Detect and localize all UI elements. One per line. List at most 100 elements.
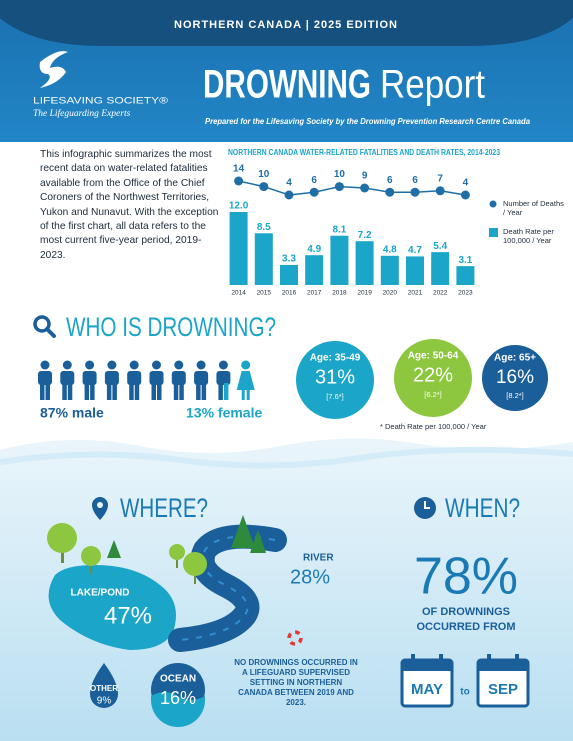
location-share: 16% bbox=[160, 688, 196, 708]
x-tick-label: 2019 bbox=[357, 290, 372, 297]
bar-label: 5.4 bbox=[433, 241, 447, 252]
age-rate: [8.2*] bbox=[506, 391, 524, 400]
trees bbox=[47, 515, 266, 584]
edition: NORTHERN CANADA | 2025 EDITION bbox=[174, 19, 398, 31]
report-title-suffix: Report bbox=[380, 63, 485, 107]
person-body bbox=[127, 371, 142, 385]
point-label: 6 bbox=[311, 175, 317, 186]
bar-label: 4.7 bbox=[408, 245, 422, 256]
chart: 2014 2015 2016 2017 2018 2019 2020 2021 2022 2023… bbox=[229, 164, 498, 297]
tree-trunk bbox=[176, 556, 178, 568]
location-share: 47% bbox=[104, 602, 152, 629]
age-share: 22% bbox=[413, 364, 453, 386]
point-label: 14 bbox=[233, 164, 245, 175]
age-texts: Age: 35-49 31% [7.6*] Age: 50-64 22% [6.… bbox=[310, 351, 536, 401]
person-head bbox=[174, 360, 184, 370]
person-head bbox=[40, 360, 50, 370]
month-joiner: to bbox=[460, 687, 469, 698]
tree-trunk bbox=[194, 570, 196, 584]
person-head bbox=[62, 360, 72, 370]
point bbox=[284, 190, 294, 200]
calendar-ring bbox=[411, 654, 415, 664]
age-label: Age: 50-64 bbox=[408, 351, 459, 362]
pine bbox=[107, 540, 121, 558]
org-name: LIFESAVING SOCIETY® bbox=[33, 96, 168, 107]
age-note: * Death Rate per 100,000 / Year bbox=[380, 422, 487, 431]
bar bbox=[456, 266, 475, 285]
person-leg bbox=[246, 389, 250, 400]
bar-label: 4.8 bbox=[383, 244, 397, 255]
point bbox=[435, 186, 445, 196]
point-label: 7 bbox=[437, 173, 443, 184]
person-leg bbox=[45, 383, 50, 400]
location-label: OTHER bbox=[90, 684, 118, 693]
tree bbox=[47, 523, 77, 553]
people bbox=[38, 360, 255, 400]
point bbox=[334, 182, 344, 192]
section-title: WHERE? bbox=[120, 493, 208, 523]
point bbox=[410, 187, 420, 197]
person-body bbox=[149, 371, 164, 385]
legend-label: Number of Deaths / Year bbox=[503, 199, 564, 217]
lake bbox=[48, 565, 176, 650]
person-body bbox=[60, 371, 75, 385]
person-leg bbox=[173, 383, 179, 400]
intro: This infographic summarizes the most rec… bbox=[40, 149, 219, 261]
point-label: 6 bbox=[412, 175, 418, 186]
person-leg bbox=[106, 383, 112, 400]
person-body bbox=[171, 371, 186, 385]
legend-swatch bbox=[489, 200, 497, 208]
calendar-ring bbox=[487, 654, 491, 664]
calendar-top bbox=[478, 660, 528, 671]
month-start: MAY bbox=[411, 681, 443, 698]
bar bbox=[254, 233, 273, 285]
point bbox=[309, 187, 319, 197]
x-tick-label: 2021 bbox=[408, 290, 423, 297]
search-icon bbox=[33, 315, 51, 333]
calendar-ring bbox=[515, 654, 519, 664]
calendars bbox=[400, 654, 530, 708]
person-leg bbox=[241, 389, 245, 400]
person-leg bbox=[112, 383, 117, 400]
bar bbox=[229, 212, 248, 285]
pin-icon bbox=[92, 497, 108, 520]
person-leg bbox=[218, 383, 223, 400]
report-title: DROWNING bbox=[203, 63, 371, 107]
age-share: 16% bbox=[496, 367, 534, 388]
wave bbox=[0, 446, 573, 469]
chart-title: NORTHERN CANADA WATER-RELATED FATALITIES… bbox=[228, 148, 500, 157]
person-head bbox=[129, 360, 139, 370]
bar-label: 12.0 bbox=[229, 201, 249, 212]
clock-hands bbox=[424, 501, 430, 509]
logo-mark bbox=[39, 51, 68, 88]
person-leg bbox=[62, 383, 67, 400]
point-label: 10 bbox=[334, 169, 346, 180]
pine bbox=[231, 515, 255, 548]
bar-label: 7.2 bbox=[358, 230, 372, 241]
bar bbox=[380, 255, 399, 285]
search-icon-handle bbox=[45, 327, 56, 338]
section-title: WHEN? bbox=[445, 493, 520, 523]
tree-trunk bbox=[90, 560, 92, 574]
calendar-ring bbox=[439, 654, 443, 664]
tree-trunk bbox=[61, 545, 64, 563]
bar bbox=[355, 241, 374, 285]
female-share: 13% female bbox=[186, 405, 262, 421]
point-label: 9 bbox=[362, 171, 368, 182]
age-rate: [7.6*] bbox=[326, 392, 344, 401]
person-head bbox=[196, 360, 206, 370]
person-body bbox=[82, 371, 97, 385]
age-circle bbox=[482, 345, 548, 411]
point-label: 6 bbox=[387, 175, 393, 186]
person-body bbox=[104, 371, 119, 385]
bar bbox=[431, 252, 450, 285]
bar-label: 3.1 bbox=[458, 255, 472, 266]
when-caption: OF DROWNINGS OCCURRED FROM bbox=[416, 606, 516, 633]
x-tick-label: 2014 bbox=[231, 290, 246, 297]
bar-label: 3.3 bbox=[282, 254, 296, 265]
age-circle bbox=[394, 339, 472, 417]
calendar-top bbox=[402, 660, 452, 671]
person-head bbox=[85, 360, 95, 370]
